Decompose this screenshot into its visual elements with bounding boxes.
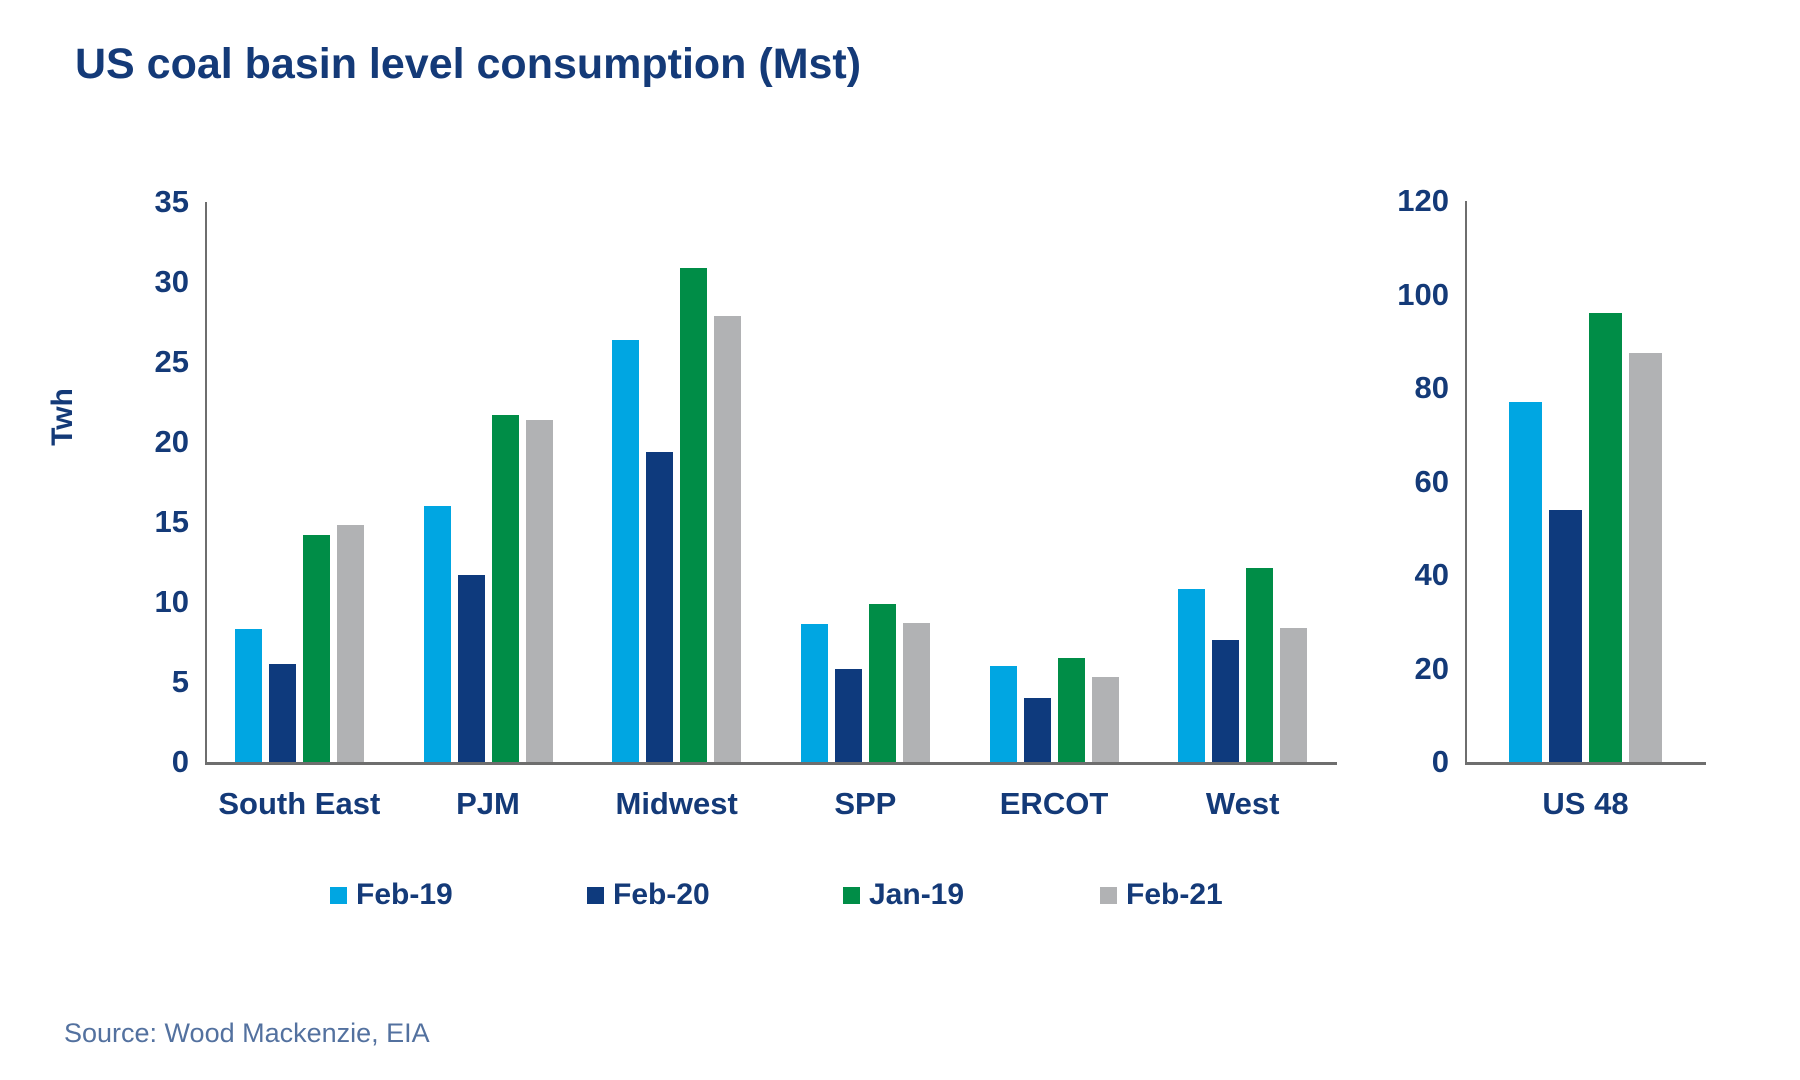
y-axis-tick-label: 35 bbox=[154, 184, 189, 219]
y-axis-tick-label: 30 bbox=[154, 264, 189, 299]
y-axis-tick-label: 20 bbox=[1414, 650, 1449, 686]
legend-label: Feb-19 bbox=[356, 878, 453, 911]
bar-feb-21-pjm bbox=[526, 420, 553, 762]
x-axis-line bbox=[1465, 762, 1706, 765]
bar-feb-20-south-east bbox=[269, 664, 296, 762]
y-axis-tick-label: 20 bbox=[154, 424, 189, 459]
legend-label: Feb-20 bbox=[613, 878, 710, 911]
bar-feb-19-pjm bbox=[424, 506, 451, 762]
x-axis-category-label: West bbox=[1205, 786, 1280, 821]
bar-jan-19-spp bbox=[869, 604, 896, 762]
source-text: Source: Wood Mackenzie, EIA bbox=[64, 1018, 430, 1048]
bar-jan-19-ercot bbox=[1058, 658, 1085, 762]
bar-feb-19-spp bbox=[801, 624, 828, 762]
legend-item-feb-19: Feb-19 bbox=[330, 878, 453, 912]
bar-feb-21-west bbox=[1280, 628, 1307, 762]
y-axis-line bbox=[1465, 201, 1467, 764]
legend-item-feb-21: Feb-21 bbox=[1100, 878, 1223, 912]
legend-swatch-feb-19 bbox=[330, 886, 347, 904]
bar-jan-19-south-east bbox=[303, 535, 330, 762]
bar-feb-19-ercot bbox=[990, 666, 1017, 762]
legend-swatch-feb-21 bbox=[1100, 886, 1117, 904]
bar-jan-19-midwest bbox=[680, 268, 707, 762]
y-axis-tick-label: 0 bbox=[171, 744, 189, 779]
bar-feb-19-midwest bbox=[612, 340, 639, 762]
x-axis-line bbox=[205, 762, 1337, 765]
bar-feb-19-us-48 bbox=[1509, 402, 1542, 762]
bar-feb-20-ercot bbox=[1024, 698, 1051, 762]
bar-feb-19-south-east bbox=[235, 629, 262, 762]
page-title: US coal basin level consumption (Mst) bbox=[75, 40, 862, 88]
bar-feb-20-pjm bbox=[458, 575, 485, 762]
bar-jan-19-pjm bbox=[492, 415, 519, 762]
y-axis-tick-label: 25 bbox=[154, 344, 189, 379]
y-axis-tick-label: 15 bbox=[154, 504, 189, 539]
bar-jan-19-west bbox=[1246, 568, 1273, 762]
legend-swatch-feb-20 bbox=[587, 886, 604, 904]
x-axis-category-label: ERCOT bbox=[999, 786, 1109, 821]
legend-label: Feb-21 bbox=[1126, 878, 1223, 911]
bar-feb-21-midwest bbox=[714, 316, 741, 762]
x-axis-category-label: Midwest bbox=[615, 786, 738, 821]
legend-swatch-jan-19 bbox=[843, 886, 860, 904]
y-axis-line bbox=[205, 202, 207, 764]
bar-feb-21-south-east bbox=[337, 525, 364, 762]
bar-feb-20-us-48 bbox=[1549, 510, 1582, 762]
bar-feb-19-west bbox=[1178, 589, 1205, 762]
x-axis-category-label: US 48 bbox=[1542, 786, 1629, 821]
y-axis-tick-label: 120 bbox=[1397, 183, 1449, 218]
x-axis-category-label: PJM bbox=[456, 786, 520, 821]
bar-feb-20-west bbox=[1212, 640, 1239, 762]
x-axis-category-label: SPP bbox=[834, 786, 897, 821]
y-axis-tick-label: 5 bbox=[171, 664, 189, 699]
y-axis-tick-label: 0 bbox=[1431, 744, 1449, 779]
legend-item-feb-20: Feb-20 bbox=[587, 878, 710, 912]
bar-feb-21-us-48 bbox=[1629, 353, 1662, 762]
legend-item-jan-19: Jan-19 bbox=[843, 878, 964, 912]
bar-feb-20-midwest bbox=[646, 452, 673, 762]
bar-feb-21-ercot bbox=[1092, 677, 1119, 762]
legend: Feb-19 Feb-20 Jan-19 Feb-21 bbox=[0, 878, 1800, 924]
y-axis-tick-label: 80 bbox=[1414, 370, 1449, 405]
legend-label: Jan-19 bbox=[869, 878, 965, 911]
bar-feb-21-spp bbox=[903, 623, 930, 762]
bar-jan-19-us-48 bbox=[1589, 313, 1622, 762]
y-axis-tick-label: 40 bbox=[1414, 557, 1449, 592]
y-axis-tick-label: 100 bbox=[1397, 276, 1449, 312]
y-axis-tick-label: 60 bbox=[1414, 463, 1449, 499]
bar-feb-20-spp bbox=[835, 669, 862, 762]
y-axis-tick-label: 10 bbox=[154, 584, 189, 619]
x-axis-category-label: South East bbox=[218, 786, 381, 821]
